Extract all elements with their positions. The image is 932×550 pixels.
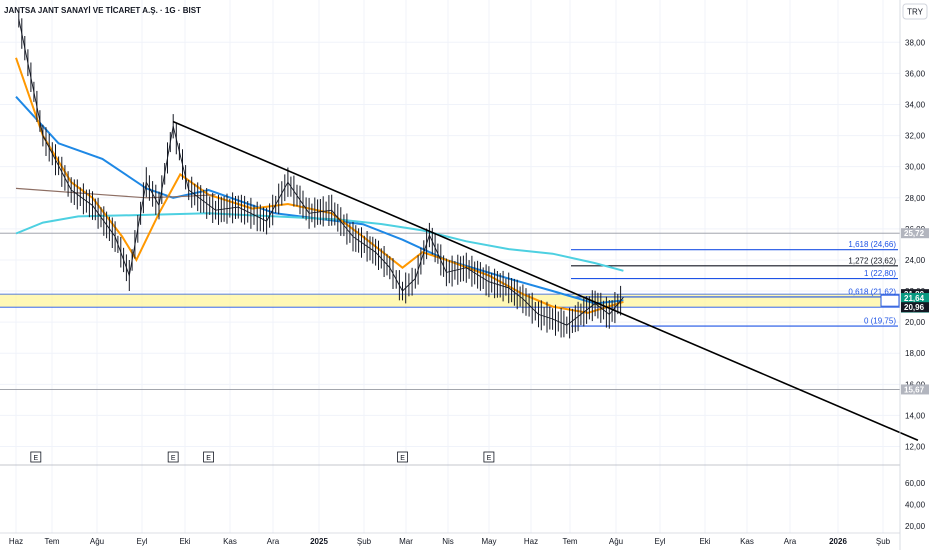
fib-level-label: 1,618 (24,66) <box>848 240 896 249</box>
time-tick-label: Kas <box>223 537 237 546</box>
fib-level-label: 0 (19,75) <box>864 317 896 326</box>
lower-tick-label: 60,00 <box>905 479 926 488</box>
event-label: E <box>487 455 492 462</box>
price-tick-label: 28,00 <box>905 194 926 203</box>
event-label: E <box>171 455 176 462</box>
time-tick-label: Kas <box>740 537 754 546</box>
lower-pane-axis: 20,00 40,00 60,00 <box>905 479 926 531</box>
support-zone <box>0 293 900 308</box>
price-tag-box <box>901 384 929 395</box>
currency-label: TRY <box>907 8 924 17</box>
zone-fill <box>0 294 900 308</box>
chart-title: JANTSA JANT SANAYİ VE TİCARET A.Ş. · 1G … <box>4 6 201 15</box>
event-label: E <box>400 455 405 462</box>
price-tick-label: 18,00 <box>905 349 926 358</box>
fib-level-label: 0,618 (21,62) <box>848 287 896 296</box>
lower-tick-label: 40,00 <box>905 501 926 510</box>
price-tag-label: 21,64 <box>904 294 925 303</box>
time-tick-label: Haz <box>524 537 538 546</box>
zone-axis-marker <box>880 294 900 307</box>
time-tick-label: Eki <box>699 537 710 546</box>
time-tick-label: Haz <box>9 537 23 546</box>
time-tick-label: Ara <box>267 537 280 546</box>
time-tick-label: Nis <box>442 537 454 546</box>
price-tick-label: 38,00 <box>905 38 926 47</box>
event-label: E <box>33 455 38 462</box>
time-tick-label: Tem <box>44 537 59 546</box>
price-tick-label: 32,00 <box>905 132 926 141</box>
time-tick-label: May <box>481 537 496 546</box>
time-tick-label: Şub <box>876 537 891 546</box>
event-label: E <box>206 455 211 462</box>
currency-button[interactable]: TRY <box>902 3 928 20</box>
time-tick-label: 2025 <box>310 537 328 546</box>
price-tick-label: 14,00 <box>905 411 926 420</box>
time-tick-label: 2026 <box>829 537 847 546</box>
event-marker <box>30 451 42 463</box>
time-tick-label: Eyl <box>654 537 665 546</box>
price-tick-label: 12,00 <box>905 443 926 452</box>
price-tick-label: 30,00 <box>905 163 926 172</box>
time-tick-label: Tem <box>562 537 577 546</box>
price-tag-box <box>901 228 929 239</box>
time-axis[interactable]: Haz Tem Ağu Eyl Eki Kas Ara 2025 Şub Mar Nis May Haz… <box>9 537 891 546</box>
event-marker <box>167 451 179 463</box>
event-marker <box>203 451 214 463</box>
time-tick-label: Eyl <box>136 537 147 546</box>
time-tick-label: Ara <box>784 537 797 546</box>
price-tick-label: 34,00 <box>905 100 926 109</box>
time-tick-label: Mar <box>399 537 413 546</box>
price-tick-label: 36,00 <box>905 69 926 78</box>
price-tag-label: 20,96 <box>904 303 925 312</box>
price-tag-label: 25,72 <box>904 229 925 238</box>
trendline-segment <box>172 120 919 442</box>
event-marker <box>483 451 495 463</box>
price-tick-label: 24,00 <box>905 256 926 265</box>
time-tick-label: Ağu <box>609 537 623 546</box>
event-marker <box>397 451 408 463</box>
time-tick-label: Şub <box>357 537 372 546</box>
fib-level-label: 1 (22,80) <box>864 269 896 278</box>
fib-level-label: 1,272 (23,62) <box>848 256 896 265</box>
price-tick-label: 20,00 <box>905 318 926 327</box>
time-tick-label: Ağu <box>90 537 104 546</box>
price-tag-box <box>901 293 929 304</box>
time-tick-label: Eki <box>179 537 190 546</box>
price-tag-box <box>901 302 929 313</box>
trendline[interactable] <box>172 120 919 442</box>
fibonacci-extension: 1,618 (24,66) 1,272 (23,62) 1 (22,80) 0,618… <box>571 240 898 327</box>
price-candles <box>18 10 624 339</box>
lower-tick-label: 20,00 <box>905 522 926 531</box>
price-tag-label: 15,67 <box>904 385 925 394</box>
